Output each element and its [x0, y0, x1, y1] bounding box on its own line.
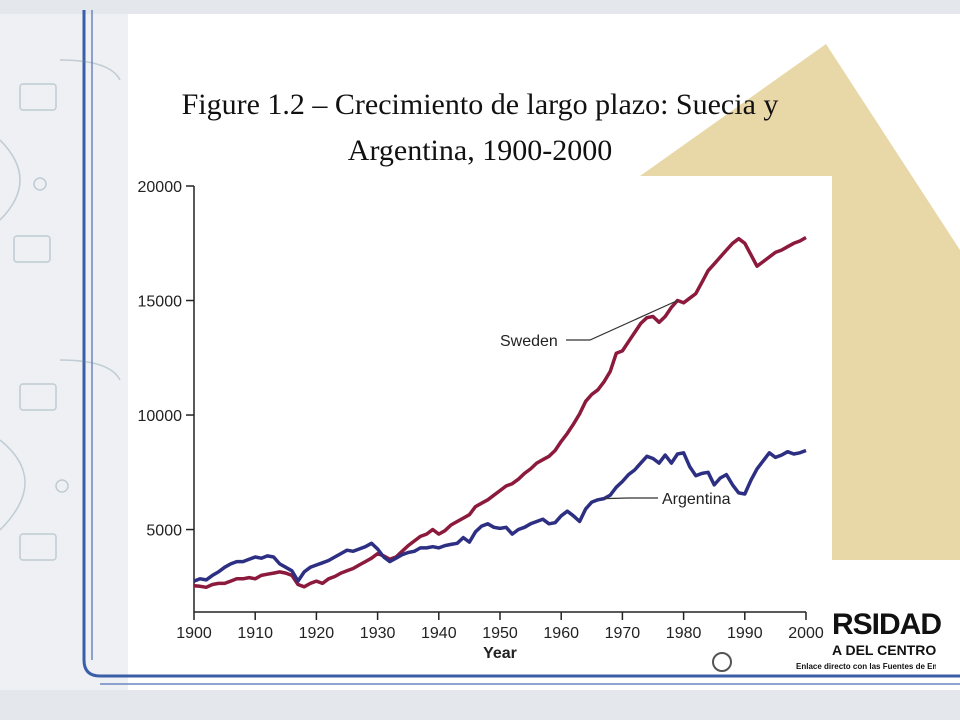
- chart-panel: 5000 10000 15000 20000 1900 1910 1920 1930 1940 1…: [128, 176, 832, 660]
- logo-name: RSIDAD: [832, 610, 942, 640]
- x-tick-label: 1950: [482, 625, 518, 642]
- x-tick-label: 1980: [666, 625, 702, 642]
- x-tick-label: 1930: [360, 625, 396, 642]
- x-tick-label: 1900: [176, 625, 212, 642]
- series-line-argentina: [193, 448, 807, 583]
- annotation-label-argentina: Argentina: [662, 491, 731, 508]
- slide-title-line-1: Figure 1.2 – Crecimiento de largo plazo:…: [181, 88, 779, 121]
- series-lines: [193, 235, 807, 590]
- y-tick-label: 15000: [138, 294, 183, 311]
- frame-line-curve: [82, 659, 960, 678]
- series-line-sweden: [193, 235, 807, 590]
- y-tick-label: 5000: [146, 523, 182, 540]
- university-logo: [712, 652, 732, 672]
- line-chart: 5000 10000 15000 20000 1900 1910 1920 1930 1940 1…: [138, 179, 824, 660]
- x-axis-title: Year: [483, 645, 517, 660]
- x-tick-label: 1970: [605, 625, 641, 642]
- tan-triangle-lower: [640, 44, 826, 176]
- crest-icon: [712, 652, 732, 672]
- annotation-label-sweden: Sweden: [500, 333, 558, 350]
- x-tick-label: 1920: [299, 625, 335, 642]
- top-band: [0, 0, 960, 14]
- logo-subtitle: A DEL CENTRO: [832, 642, 937, 658]
- annotation-leader-argentina: [603, 497, 658, 500]
- x-tick-label: 1940: [421, 625, 457, 642]
- series-annotations: Sweden Argentina: [500, 299, 731, 508]
- annotation-leader-sweden: [566, 299, 678, 341]
- x-tick-label: 2000: [788, 625, 824, 642]
- axes: 5000 10000 15000 20000 1900 1910 1920 1930 1940 1…: [138, 179, 824, 660]
- left-band: [0, 14, 128, 690]
- bottom-band: [0, 690, 960, 720]
- slide-title: Figure 1.2 – Crecimiento de largo plazo:…: [100, 82, 860, 174]
- x-tick-label: 1990: [727, 625, 763, 642]
- y-tick-label: 20000: [138, 179, 183, 196]
- x-tick-label: 1960: [543, 625, 579, 642]
- slide-title-line-2: Argentina, 1900-2000: [347, 134, 613, 167]
- x-tick-label: 1910: [237, 625, 273, 642]
- logo-tagline: Enlace directo con las Fuentes de Empleo: [796, 662, 936, 671]
- faint-diagram-decoration: [0, 59, 121, 561]
- tan-triangle: [826, 44, 960, 560]
- y-tick-label: 10000: [138, 408, 183, 425]
